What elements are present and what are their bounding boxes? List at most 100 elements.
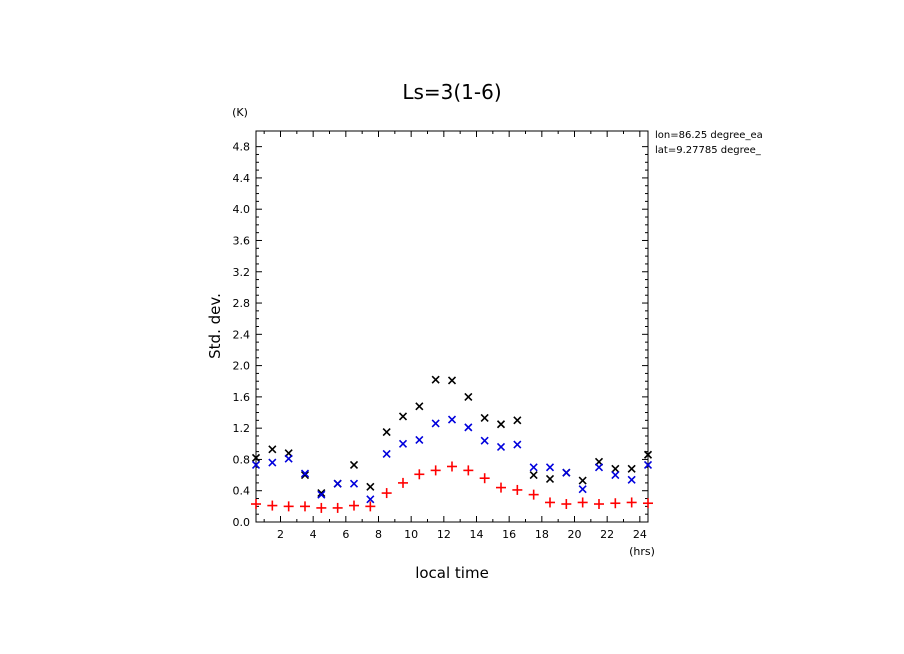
- y-tick-label: 2.8: [233, 297, 251, 310]
- data-point-series-3: [251, 499, 261, 510]
- chart-title: Ls=3(1-6): [402, 80, 501, 104]
- data-point-series-3: [447, 461, 457, 472]
- data-point-series-1: [366, 482, 375, 491]
- x-unit-label: (hrs): [629, 545, 655, 558]
- data-point-series-3: [267, 500, 278, 511]
- data-point-series-2: [382, 449, 391, 459]
- data-point-series-2: [627, 475, 636, 484]
- data-point-series-2: [333, 479, 342, 488]
- x-tick-label: 18: [535, 528, 549, 541]
- data-point-series-2: [317, 490, 326, 499]
- x-tick-label: 24: [633, 528, 647, 541]
- data-point-series-3: [332, 502, 343, 513]
- data-point-series-2: [594, 463, 604, 472]
- data-point-series-2: [464, 423, 473, 432]
- x-tick-label: 20: [568, 528, 582, 541]
- data-point-series-3: [300, 501, 310, 512]
- y-tick-label: 4.0: [233, 203, 251, 216]
- data-point-series-2: [366, 495, 375, 504]
- x-tick-label: 16: [502, 528, 516, 541]
- data-point-series-1: [545, 474, 555, 484]
- data-point-series-1: [382, 428, 391, 437]
- y-tick-label: 0.0: [233, 516, 251, 529]
- y-tick-label: 0.4: [233, 485, 251, 498]
- y-tick-label: 0.8: [233, 453, 251, 466]
- y-axis-label: Std. dev.: [206, 293, 224, 359]
- data-point-series-2: [480, 436, 489, 445]
- data-point-series-2: [513, 440, 522, 449]
- data-point-series-3: [463, 465, 474, 476]
- x-tick-label: 2: [277, 528, 284, 541]
- data-point-series-3: [594, 499, 604, 510]
- x-tick-label: 22: [600, 528, 614, 541]
- data-point-series-2: [496, 442, 506, 451]
- data-point-series-3: [643, 498, 653, 509]
- lat-annotation: lat=9.27785 degree_: [655, 145, 762, 156]
- x-tick-label: 8: [375, 528, 382, 541]
- data-point-series-1: [349, 460, 359, 469]
- data-point-series-1: [415, 402, 424, 411]
- x-tick-label: 6: [342, 528, 349, 541]
- data-point-series-1: [398, 412, 408, 421]
- data-point-series-3: [381, 488, 392, 499]
- y-tick-label: 2.4: [233, 328, 251, 341]
- data-point-series-2: [578, 485, 587, 494]
- y-tick-label: 3.2: [233, 266, 251, 279]
- y-tick-label: 4.8: [233, 141, 251, 154]
- data-point-series-1: [447, 376, 457, 385]
- data-point-series-3: [545, 497, 555, 508]
- data-point-series-3: [479, 473, 490, 484]
- data-point-series-3: [577, 497, 588, 508]
- data-point-series-2: [611, 471, 620, 480]
- data-point-series-2: [431, 419, 440, 428]
- data-point-series-1: [496, 420, 506, 429]
- x-tick-label: 12: [437, 528, 451, 541]
- data-point-series-1: [611, 464, 620, 473]
- data-point-series-2: [447, 415, 457, 424]
- data-point-series-3: [561, 499, 572, 510]
- y-axis-ticks: 0.0 0.4 0.8 1.2 1.6 2.0 2.4 2.8 3.2 3.6 4.0 4.4 4.8: [233, 141, 648, 529]
- data-point-series-1: [513, 416, 522, 425]
- data-point-series-2: [562, 468, 571, 477]
- data-point-series-3: [414, 469, 425, 480]
- y-tick-label: 2.0: [233, 360, 251, 373]
- data-point-series-3: [496, 482, 506, 493]
- data-point-series-2: [268, 458, 277, 467]
- y-tick-label: 4.4: [233, 172, 251, 185]
- x-tick-label: 4: [310, 528, 317, 541]
- data-point-series-1: [431, 375, 440, 384]
- data-point-series-2: [284, 454, 293, 463]
- data-point-series-3: [349, 500, 359, 511]
- data-point-series-2: [545, 463, 555, 472]
- data-point-series-1: [643, 450, 653, 459]
- data-point-series-2: [529, 463, 538, 472]
- data-point-series-3: [283, 501, 294, 512]
- data-point-series-1: [317, 489, 326, 498]
- data-point-series-1: [464, 392, 473, 401]
- data-point-series-2: [415, 435, 424, 444]
- data-point-series-2: [349, 479, 359, 488]
- data-point-series-1: [251, 453, 261, 462]
- x-tick-label: 14: [470, 528, 484, 541]
- data-point-series-3: [430, 465, 441, 476]
- data-markers: [251, 375, 653, 513]
- y-unit-label: (K): [232, 106, 248, 119]
- data-point-series-3: [528, 489, 539, 500]
- data-point-series-3: [365, 501, 376, 512]
- data-point-series-1: [529, 471, 538, 480]
- y-tick-label: 1.6: [233, 391, 251, 404]
- data-point-series-1: [627, 464, 636, 473]
- y-tick-label: 1.2: [233, 422, 251, 435]
- data-point-series-3: [626, 497, 637, 508]
- data-point-series-2: [251, 460, 261, 469]
- data-point-series-1: [578, 476, 587, 485]
- x-axis-label: local time: [415, 564, 489, 582]
- y-tick-label: 3.6: [233, 234, 251, 247]
- data-point-series-3: [512, 484, 523, 495]
- lon-annotation: lon=86.25 degree_ea: [655, 130, 763, 141]
- data-point-series-3: [398, 477, 408, 488]
- data-point-series-1: [268, 445, 277, 454]
- x-tick-label: 10: [404, 528, 418, 541]
- data-point-series-1: [480, 413, 489, 423]
